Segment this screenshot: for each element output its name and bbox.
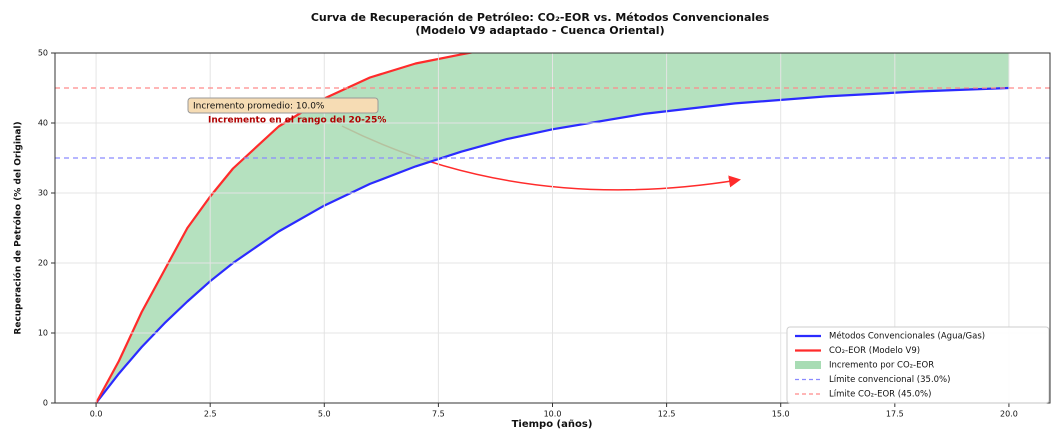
legend-box [786, 326, 1050, 404]
legend-label: Límite convencional (35.0%) [829, 375, 950, 385]
x-tick-label: 15.0 [772, 410, 790, 419]
legend-label: CO₂-EOR (Modelo V9) [829, 346, 920, 356]
plot-border [54, 52, 1051, 404]
x-tick-label: 17.5 [886, 410, 904, 419]
x-axis-label: Tiempo (años) [512, 419, 593, 430]
series-line [95, 86, 1009, 403]
y-tick-label: 0 [43, 399, 48, 408]
y-tick-label: 50 [38, 49, 48, 58]
x-tick-label: 10.0 [544, 410, 562, 419]
x-tick-label: 0.0 [90, 410, 103, 419]
legend-label: Incremento por CO₂-EOR [829, 361, 934, 371]
y-tick-label: 20 [38, 259, 48, 268]
y-axis-label: Recuperación de Petróleo (% del Original… [13, 121, 24, 334]
chart-subtitle: (Modelo V9 adaptado - Cuenca Oriental) [415, 24, 664, 37]
series-line [95, 53, 475, 403]
x-tick-label: 2.5 [204, 410, 217, 419]
annotation: Incremento en el rango del 20-25% [208, 116, 386, 126]
annotation: Incremento promedio: 10.0% [193, 102, 325, 112]
legend-label: Métodos Convencionales (Agua/Gas) [829, 331, 985, 342]
annotation-box [187, 97, 379, 114]
x-tick-label: 12.5 [658, 410, 676, 419]
x-tick-label: 7.5 [432, 410, 445, 419]
x-tick-label: 20.0 [1000, 410, 1018, 419]
legend-label: Límite CO₂-EOR (45.0%) [829, 390, 931, 400]
chart-title: Curva de Recuperación de Petróleo: CO₂-E… [311, 11, 770, 24]
legend-swatch [795, 361, 821, 369]
y-tick-label: 10 [38, 329, 48, 338]
y-tick-label: 40 [38, 119, 48, 128]
y-tick-label: 30 [38, 189, 48, 198]
x-tick-label: 5.0 [318, 410, 331, 419]
